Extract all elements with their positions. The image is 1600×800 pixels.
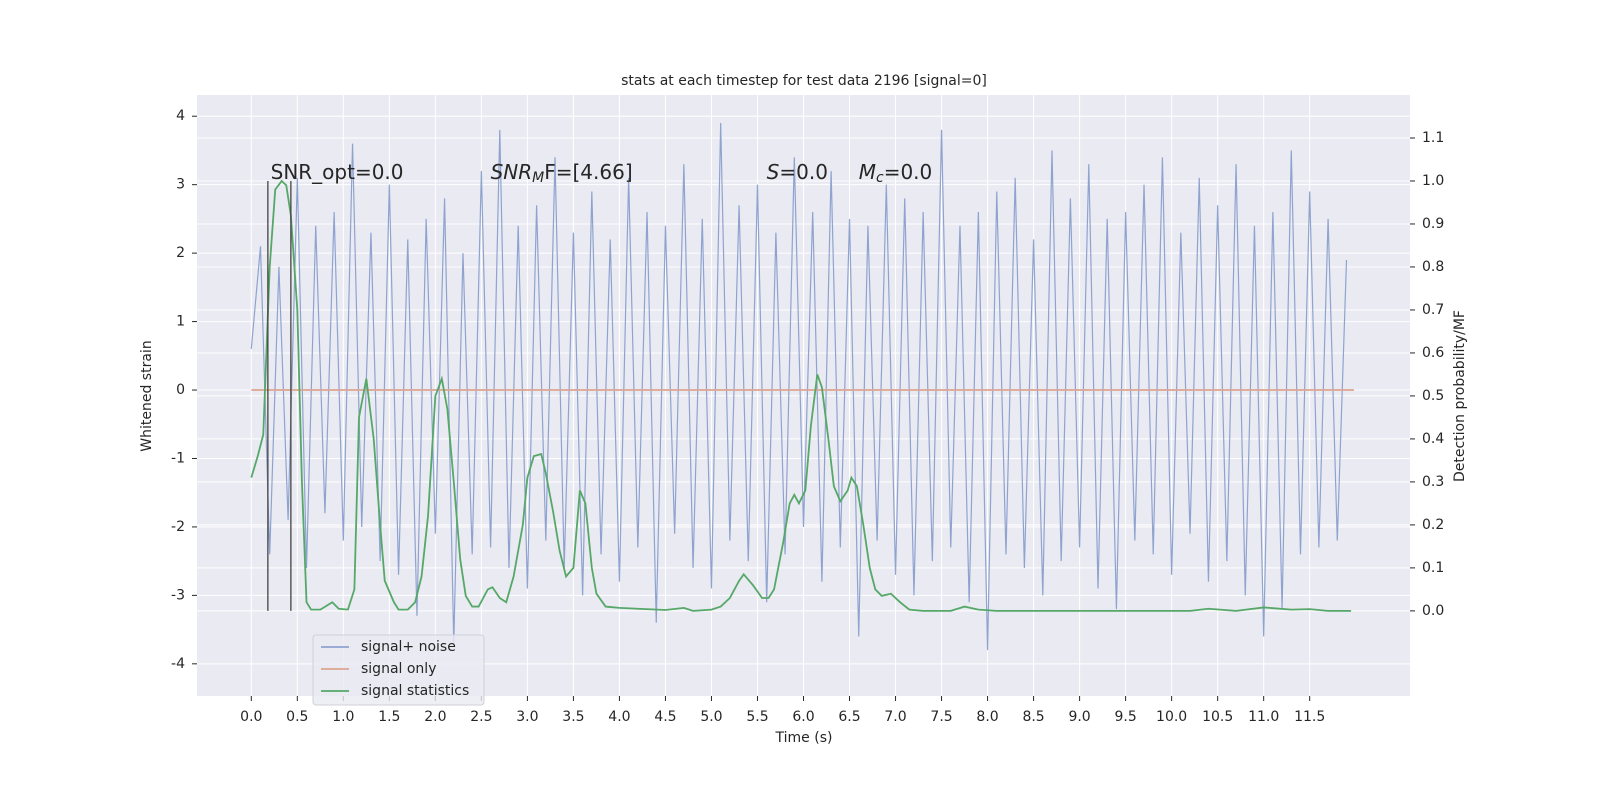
annotation-sub: c xyxy=(876,170,884,186)
annotation-rest: =0.0 xyxy=(779,160,828,184)
x-tick-label: 6.0 xyxy=(792,709,814,725)
annotation-text: SNR xyxy=(491,160,533,184)
y-tick-label: 0 xyxy=(176,382,185,398)
x-tick-label: 2.5 xyxy=(470,709,492,725)
y2-tick-label: 0.1 xyxy=(1422,560,1444,576)
y2-tick-label: 1.1 xyxy=(1422,130,1444,146)
y2-axis-label: Detection probability/MF xyxy=(1452,310,1468,482)
annotation: Mc=0.0 xyxy=(859,160,933,187)
x-tick-label: 4.5 xyxy=(654,709,676,725)
annotation-text: S xyxy=(767,160,780,184)
x-tick-label: 8.0 xyxy=(976,709,998,725)
x-tick-label: 7.5 xyxy=(930,709,952,725)
y-tick-label: -1 xyxy=(171,450,185,466)
x-tick-label: 5.0 xyxy=(700,709,722,725)
x-tick-label: 4.0 xyxy=(608,709,630,725)
x-tick-label: 9.0 xyxy=(1068,709,1090,725)
y-tick-label: -4 xyxy=(171,656,185,672)
x-tick-label: 5.5 xyxy=(746,709,768,725)
annotation-rest: F=[4.66] xyxy=(544,160,632,184)
x-tick-label: 0.5 xyxy=(286,709,308,725)
y2-tick-label: 0.2 xyxy=(1422,517,1444,533)
x-tick-label: 11.0 xyxy=(1248,709,1279,725)
annotation-text: SNR_opt=0.0 xyxy=(271,160,404,184)
x-tick-label: 8.5 xyxy=(1022,709,1044,725)
annotation: S=0.0 xyxy=(767,160,828,184)
x-tick-label: 1.5 xyxy=(378,709,400,725)
y2-tick-label: 1.0 xyxy=(1422,173,1444,189)
y2-tick-label: 0.6 xyxy=(1422,345,1444,361)
y-tick-label: 4 xyxy=(176,108,185,124)
legend-label: signal+ noise xyxy=(361,639,456,655)
y-axis-label: Whitened strain xyxy=(139,340,155,451)
x-tick-label: 2.0 xyxy=(424,709,446,725)
x-tick-label: 11.5 xyxy=(1294,709,1325,725)
series-line xyxy=(250,179,1352,612)
y2-tick-label: 0.9 xyxy=(1422,216,1444,232)
y2-tick-label: 0.3 xyxy=(1422,474,1444,490)
annotation: SNR_opt=0.0 xyxy=(271,160,404,184)
y-tick-label: 3 xyxy=(176,177,185,193)
x-tick-label: 1.0 xyxy=(332,709,354,725)
x-tick-label: 10.5 xyxy=(1202,709,1233,725)
annotation-sub: M xyxy=(532,170,544,186)
annotation: SNRMF=[4.66] xyxy=(491,160,633,187)
y2-tick-label: 0.5 xyxy=(1422,388,1444,404)
y2-tick-label: 0.7 xyxy=(1422,302,1444,318)
x-tick-label: 6.5 xyxy=(838,709,860,725)
y-tick-label: -3 xyxy=(171,587,185,603)
x-axis-label: Time (s) xyxy=(775,730,833,746)
series-line xyxy=(250,123,1348,651)
y-tick-label: 1 xyxy=(176,314,185,330)
annotation-text: M xyxy=(859,160,876,184)
y2-tick-label: 0.0 xyxy=(1422,603,1444,619)
x-tick-label: 3.5 xyxy=(562,709,584,725)
chart-title: stats at each timestep for test data 219… xyxy=(621,73,987,89)
x-tick-label: 0.0 xyxy=(240,709,262,725)
y2-tick-label: 0.4 xyxy=(1422,431,1444,447)
legend-label: signal only xyxy=(361,661,436,677)
x-tick-label: 7.0 xyxy=(884,709,906,725)
legend-label: signal statistics xyxy=(361,683,469,699)
y-tick-label: 2 xyxy=(176,245,185,261)
y-tick-label: -2 xyxy=(171,519,185,535)
x-tick-label: 3.0 xyxy=(516,709,538,725)
x-tick-label: 10.0 xyxy=(1156,709,1187,725)
annotation-rest: =0.0 xyxy=(884,160,933,184)
legend-box xyxy=(312,634,485,706)
x-tick-label: 9.5 xyxy=(1114,709,1136,725)
y2-tick-label: 0.8 xyxy=(1422,259,1444,275)
